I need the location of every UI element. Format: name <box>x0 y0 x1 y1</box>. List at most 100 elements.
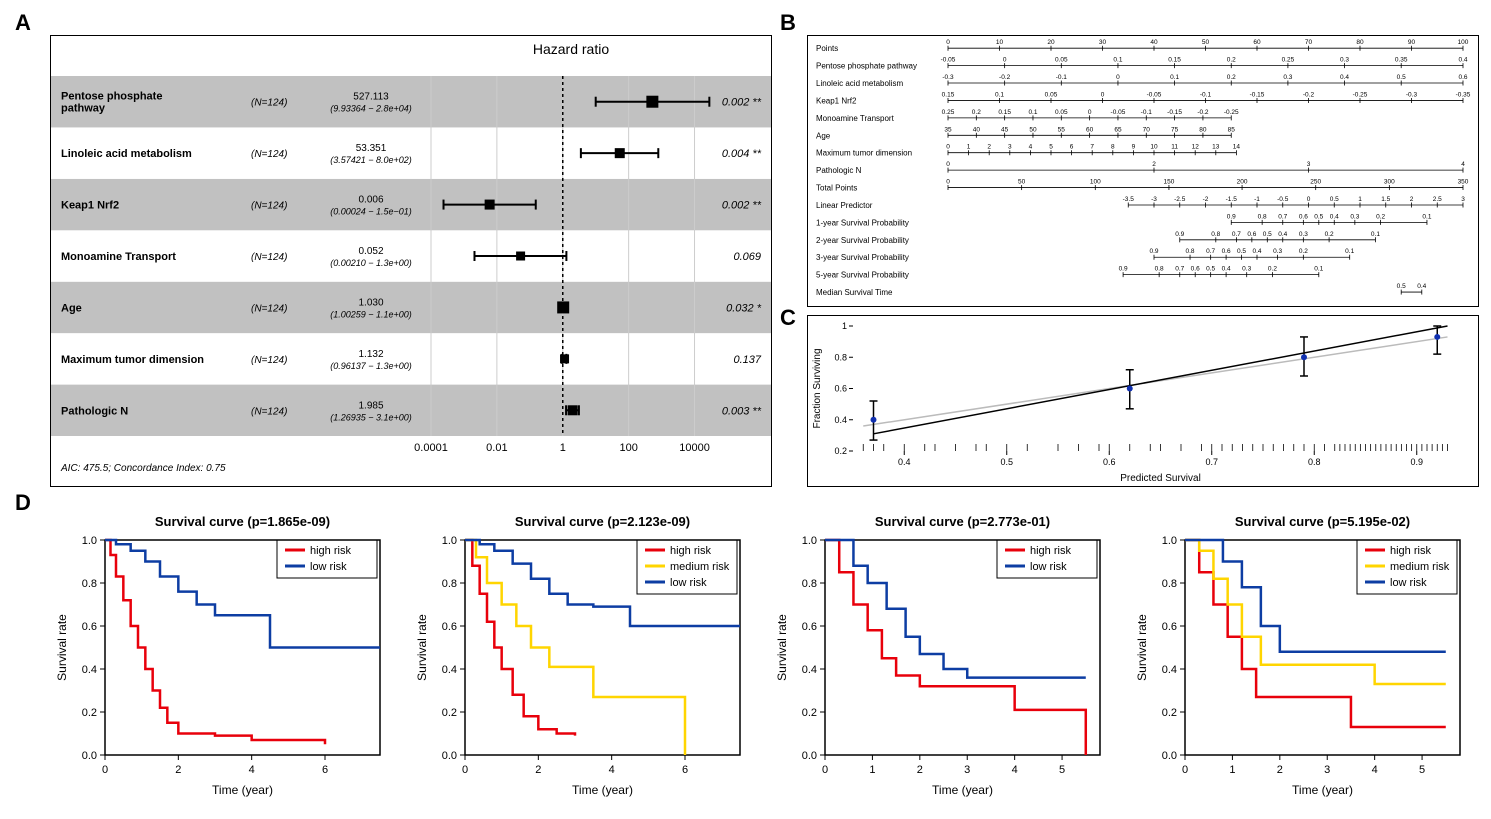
svg-text:0.0: 0.0 <box>1162 750 1177 762</box>
forest-plot: Hazard ratio0.00010.01110010000Pentose p… <box>50 35 772 487</box>
svg-text:0.2: 0.2 <box>1376 213 1385 220</box>
svg-text:0: 0 <box>462 764 468 776</box>
svg-text:200: 200 <box>1237 179 1248 186</box>
svg-text:527.113: 527.113 <box>353 92 389 103</box>
svg-text:1.0: 1.0 <box>1162 535 1177 547</box>
svg-text:0.8: 0.8 <box>1258 213 1267 220</box>
svg-text:0.4: 0.4 <box>1458 57 1467 64</box>
svg-text:85: 85 <box>1228 126 1236 133</box>
svg-text:0.5: 0.5 <box>1330 196 1339 203</box>
svg-text:0.5: 0.5 <box>1206 266 1215 273</box>
svg-text:-3: -3 <box>1151 196 1157 203</box>
svg-text:4: 4 <box>1029 144 1033 151</box>
svg-text:4: 4 <box>1012 764 1018 776</box>
svg-text:Survival curve (p=1.865e-09): Survival curve (p=1.865e-09) <box>155 514 330 529</box>
svg-text:0: 0 <box>1003 57 1007 64</box>
svg-text:1.5: 1.5 <box>1381 196 1390 203</box>
svg-text:Linear Predictor: Linear Predictor <box>816 201 873 210</box>
svg-text:-0.5: -0.5 <box>1277 196 1289 203</box>
svg-text:2: 2 <box>1410 196 1414 203</box>
svg-text:0.7: 0.7 <box>1278 213 1287 220</box>
svg-text:Time (year): Time (year) <box>1292 783 1353 797</box>
svg-text:0.6: 0.6 <box>1247 231 1256 238</box>
svg-text:Maximum tumor dimension: Maximum tumor dimension <box>816 149 912 158</box>
svg-text:0.4: 0.4 <box>82 664 97 676</box>
svg-text:0.032 *: 0.032 * <box>726 302 762 314</box>
svg-text:1.030: 1.030 <box>358 297 383 308</box>
svg-text:50: 50 <box>1029 126 1037 133</box>
svg-text:0.6: 0.6 <box>1222 248 1231 255</box>
svg-text:9: 9 <box>1132 144 1136 151</box>
svg-text:4: 4 <box>609 764 615 776</box>
svg-text:Median Survival Time: Median Survival Time <box>816 288 893 297</box>
svg-text:-0.3: -0.3 <box>942 74 954 81</box>
svg-text:3: 3 <box>1324 764 1330 776</box>
svg-text:1: 1 <box>1358 196 1362 203</box>
svg-text:6: 6 <box>1070 144 1074 151</box>
svg-text:70: 70 <box>1305 39 1313 46</box>
svg-text:-0.2: -0.2 <box>1197 109 1209 116</box>
km-plot: Survival curve (p=1.865e-09)0.00.20.40.6… <box>50 510 390 800</box>
svg-text:0.3: 0.3 <box>1299 231 1308 238</box>
svg-text:Pathologic N: Pathologic N <box>816 166 862 175</box>
svg-text:-0.2: -0.2 <box>999 74 1011 81</box>
svg-text:0.8: 0.8 <box>802 578 817 590</box>
svg-text:-1.5: -1.5 <box>1226 196 1238 203</box>
svg-text:0.2: 0.2 <box>82 707 97 719</box>
svg-text:0.4: 0.4 <box>1417 283 1426 290</box>
km-plot: Survival curve (p=5.195e-02)0.00.20.40.6… <box>1130 510 1470 800</box>
svg-text:2.5: 2.5 <box>1433 196 1442 203</box>
svg-text:10: 10 <box>996 39 1004 46</box>
svg-text:45: 45 <box>1001 126 1009 133</box>
svg-text:100: 100 <box>1090 179 1101 186</box>
svg-text:0.1: 0.1 <box>1113 57 1122 64</box>
svg-text:-2.5: -2.5 <box>1174 196 1186 203</box>
svg-text:pathway: pathway <box>61 103 106 115</box>
svg-text:0.8: 0.8 <box>1186 248 1195 255</box>
svg-text:-1: -1 <box>1254 196 1260 203</box>
svg-text:0.006: 0.006 <box>358 195 383 206</box>
svg-text:1.132: 1.132 <box>358 349 383 360</box>
svg-text:0.4: 0.4 <box>1340 74 1349 81</box>
svg-text:Pentose phosphate: Pentose phosphate <box>61 91 162 103</box>
svg-text:Survival curve (p=2.123e-09): Survival curve (p=2.123e-09) <box>515 514 690 529</box>
svg-text:8: 8 <box>1111 144 1115 151</box>
svg-text:4: 4 <box>1461 161 1465 168</box>
panel-d-label: D <box>15 490 31 516</box>
svg-text:medium risk: medium risk <box>1390 561 1450 573</box>
svg-text:Total Points: Total Points <box>816 184 857 193</box>
svg-text:1.0: 1.0 <box>802 535 817 547</box>
svg-text:-3.5: -3.5 <box>1123 196 1135 203</box>
svg-text:5-year Survival Probability: 5-year Survival Probability <box>816 271 909 280</box>
svg-text:0.25: 0.25 <box>1282 57 1295 64</box>
svg-text:(1.26935 − 3.1e+00): (1.26935 − 3.1e+00) <box>330 412 412 422</box>
svg-text:13: 13 <box>1212 144 1220 151</box>
svg-text:0.05: 0.05 <box>1055 57 1068 64</box>
svg-text:250: 250 <box>1310 179 1321 186</box>
svg-text:65: 65 <box>1114 126 1122 133</box>
svg-text:(1.00259 − 1.1e+00): (1.00259 − 1.1e+00) <box>330 309 412 319</box>
svg-text:(N=124): (N=124) <box>251 149 287 160</box>
svg-text:6: 6 <box>322 764 328 776</box>
svg-text:0.5: 0.5 <box>1263 231 1272 238</box>
svg-text:Survival rate: Survival rate <box>415 614 429 681</box>
svg-text:0.7: 0.7 <box>1175 266 1184 273</box>
panel-a-label: A <box>15 10 31 36</box>
svg-text:Fraction Surviving: Fraction Surviving <box>812 348 823 428</box>
svg-text:medium risk: medium risk <box>670 561 730 573</box>
svg-text:0.9: 0.9 <box>1149 248 1158 255</box>
svg-text:0.4: 0.4 <box>898 457 911 467</box>
svg-text:0.1: 0.1 <box>1422 213 1431 220</box>
svg-text:2: 2 <box>1277 764 1283 776</box>
svg-text:(N=124): (N=124) <box>251 355 287 366</box>
svg-text:0.3: 0.3 <box>1350 213 1359 220</box>
svg-text:0.4: 0.4 <box>1222 266 1231 273</box>
svg-text:2: 2 <box>1152 161 1156 168</box>
svg-text:0.1: 0.1 <box>1345 248 1354 255</box>
svg-text:0.0: 0.0 <box>82 750 97 762</box>
svg-text:-0.05: -0.05 <box>941 57 956 64</box>
svg-text:0.052: 0.052 <box>358 246 383 257</box>
svg-text:-0.25: -0.25 <box>1224 109 1239 116</box>
svg-text:0.2: 0.2 <box>1162 707 1177 719</box>
svg-text:AIC: 475.5; Concordance Index:: AIC: 475.5; Concordance Index: 0.75 <box>60 463 226 474</box>
